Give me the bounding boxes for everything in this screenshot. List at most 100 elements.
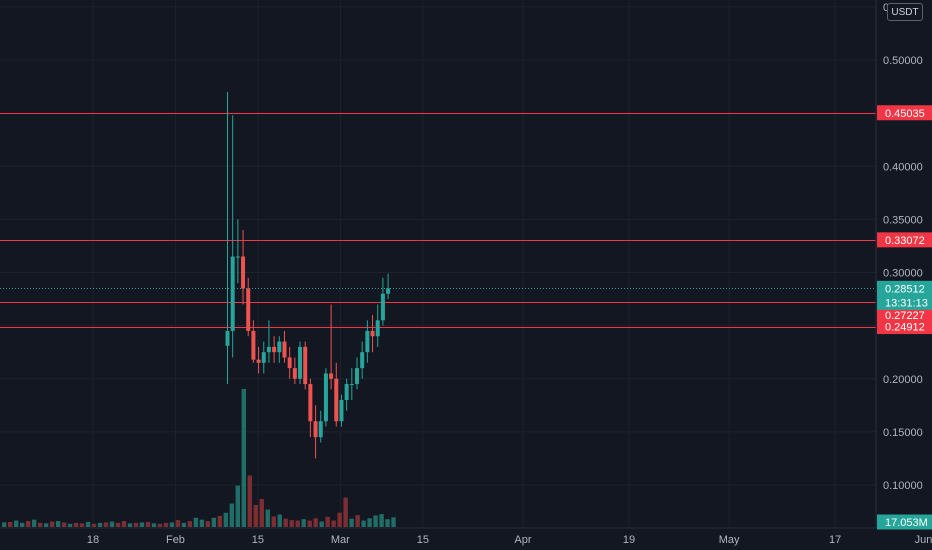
volume-bar bbox=[169, 522, 175, 527]
volume-bar bbox=[247, 475, 252, 527]
candle-body bbox=[272, 346, 277, 353]
volume-bar bbox=[331, 520, 336, 527]
candle-body bbox=[313, 421, 318, 438]
candle bbox=[375, 304, 380, 347]
candle bbox=[261, 341, 266, 374]
candle-body bbox=[235, 256, 240, 258]
volume-bar bbox=[283, 518, 288, 527]
candle bbox=[323, 368, 328, 427]
last-price-tag: 0.28512 bbox=[885, 283, 925, 295]
candle-body bbox=[266, 346, 271, 353]
volume-bar bbox=[217, 515, 223, 527]
candle-body bbox=[339, 400, 344, 422]
volume-bar bbox=[55, 521, 61, 527]
x-tick-label: Apr bbox=[514, 534, 531, 546]
level-price-tag-box bbox=[877, 105, 932, 121]
candle-body bbox=[334, 378, 339, 422]
candle bbox=[303, 341, 308, 390]
volume-bar bbox=[61, 522, 67, 527]
volume-bar bbox=[19, 522, 25, 527]
volume-bar bbox=[289, 520, 294, 527]
volume-bar bbox=[379, 514, 384, 527]
volume-bar bbox=[91, 523, 97, 527]
volume-bar bbox=[97, 522, 103, 527]
candle bbox=[272, 336, 277, 363]
volume-bar bbox=[175, 520, 181, 527]
candle bbox=[318, 410, 323, 443]
candle bbox=[339, 394, 344, 427]
volume-bar bbox=[13, 520, 19, 527]
volume-bar bbox=[265, 509, 270, 527]
volume-bar bbox=[373, 515, 378, 527]
volume-bar bbox=[301, 519, 306, 527]
candles bbox=[225, 91, 391, 459]
y-tick-label: 0.20000 bbox=[883, 374, 923, 386]
volume-bar bbox=[49, 521, 55, 527]
level-price-tag: 0.45035 bbox=[885, 108, 925, 120]
volume-bar bbox=[205, 521, 211, 527]
level-price-tag: 0.24912 bbox=[885, 322, 925, 334]
candle bbox=[329, 304, 334, 390]
volume-bar bbox=[103, 522, 109, 527]
x-tick-label: 15 bbox=[252, 534, 264, 546]
grid bbox=[0, 0, 924, 528]
volume-bar bbox=[85, 521, 91, 527]
volume-bar bbox=[115, 522, 121, 527]
candle bbox=[349, 368, 354, 400]
candle-body bbox=[256, 359, 261, 363]
volume-bar bbox=[253, 504, 258, 527]
candle-body bbox=[225, 330, 230, 346]
candle bbox=[235, 219, 240, 284]
x-tick-label: 18 bbox=[87, 534, 99, 546]
candle bbox=[282, 330, 287, 363]
volume-bar bbox=[355, 515, 360, 527]
volume-value-tag-box bbox=[877, 514, 932, 530]
volume-bar bbox=[193, 517, 199, 527]
candle bbox=[230, 115, 235, 358]
level-price-tag-box bbox=[877, 232, 932, 248]
candle bbox=[313, 405, 318, 459]
volume-bar bbox=[67, 523, 73, 527]
time-scale-background[interactable] bbox=[0, 528, 932, 550]
volume-bar bbox=[25, 521, 31, 527]
candle bbox=[365, 320, 370, 363]
candle bbox=[308, 378, 313, 438]
quote-unit-label[interactable]: USDT bbox=[887, 3, 923, 21]
volume-bar bbox=[151, 523, 157, 527]
level-price-tag: 0.27227 bbox=[885, 310, 925, 322]
candle-body bbox=[365, 330, 370, 353]
volume-bar bbox=[361, 520, 366, 527]
horizontal-levels[interactable] bbox=[0, 113, 876, 328]
volume-bar bbox=[385, 519, 390, 527]
volume-bar bbox=[349, 518, 354, 527]
candle-body bbox=[277, 341, 282, 353]
volume-bar bbox=[43, 523, 49, 527]
volume-bar bbox=[31, 519, 37, 527]
candle-body bbox=[370, 330, 375, 337]
bar-countdown: 13:31:13 bbox=[885, 297, 928, 309]
volume-bar bbox=[2, 522, 7, 527]
candle-body bbox=[230, 256, 235, 331]
candle-body bbox=[298, 346, 303, 379]
volume-bar bbox=[367, 518, 372, 527]
volume-bar bbox=[259, 498, 264, 527]
candle bbox=[251, 320, 256, 363]
volume-bar bbox=[343, 497, 348, 527]
candle-body bbox=[386, 288, 391, 294]
price-scale-background[interactable] bbox=[876, 0, 932, 550]
volume-value-tag: 17.053M bbox=[885, 517, 928, 529]
volume-bar bbox=[241, 389, 246, 527]
volume-bar bbox=[37, 522, 43, 527]
candle bbox=[256, 346, 261, 374]
x-tick-label: Feb bbox=[166, 534, 185, 546]
volume-bar bbox=[133, 522, 139, 527]
volume-bar bbox=[79, 523, 85, 527]
volume-bar bbox=[163, 522, 169, 527]
x-tick-label: 19 bbox=[623, 534, 635, 546]
candle-body bbox=[287, 357, 292, 369]
candle bbox=[344, 378, 349, 411]
y-tick-label: 0.15000 bbox=[883, 427, 923, 439]
candle-body bbox=[349, 384, 354, 386]
